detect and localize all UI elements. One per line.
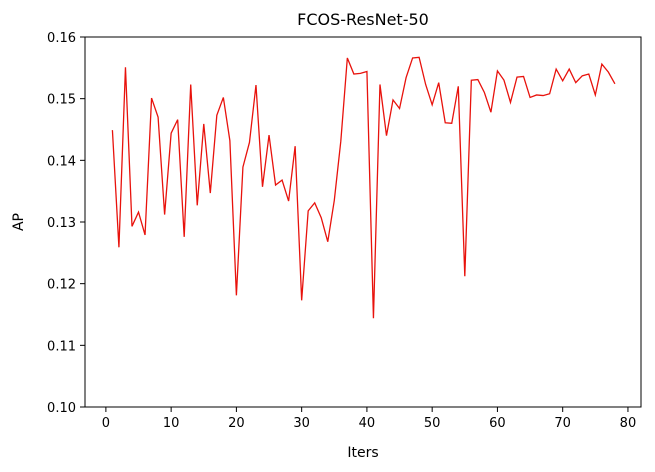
y-axis-label: AP <box>11 213 27 231</box>
x-tick-label: 30 <box>293 416 310 431</box>
ap-series-line <box>111 56 616 319</box>
plot-area <box>111 56 616 319</box>
x-tick-label: 80 <box>620 416 637 431</box>
x-tick-label: 10 <box>163 416 180 431</box>
y-tick-label: 0.11 <box>47 339 76 354</box>
x-tick-label: 40 <box>359 416 376 431</box>
y-tick-label: 0.14 <box>47 154 76 169</box>
x-tick-label: 50 <box>424 416 441 431</box>
y-tick-label: 0.10 <box>47 401 76 416</box>
y-tick-label: 0.15 <box>47 93 76 108</box>
y-tick-label: 0.16 <box>47 31 76 46</box>
y-tick-label: 0.13 <box>47 216 76 231</box>
y-axis: 0.10 0.11 0.12 0.13 0.14 0.15 0.16 <box>47 31 85 416</box>
x-tick-label: 60 <box>489 416 506 431</box>
x-tick-label: 0 <box>102 416 110 431</box>
x-axis: 0 10 20 30 40 50 60 70 80 <box>102 407 636 431</box>
x-tick-label: 70 <box>554 416 571 431</box>
chart-title: FCOS-ResNet-50 <box>297 10 429 29</box>
y-tick-label: 0.12 <box>47 278 76 293</box>
x-axis-label: Iters <box>347 445 378 461</box>
x-tick-label: 20 <box>228 416 245 431</box>
